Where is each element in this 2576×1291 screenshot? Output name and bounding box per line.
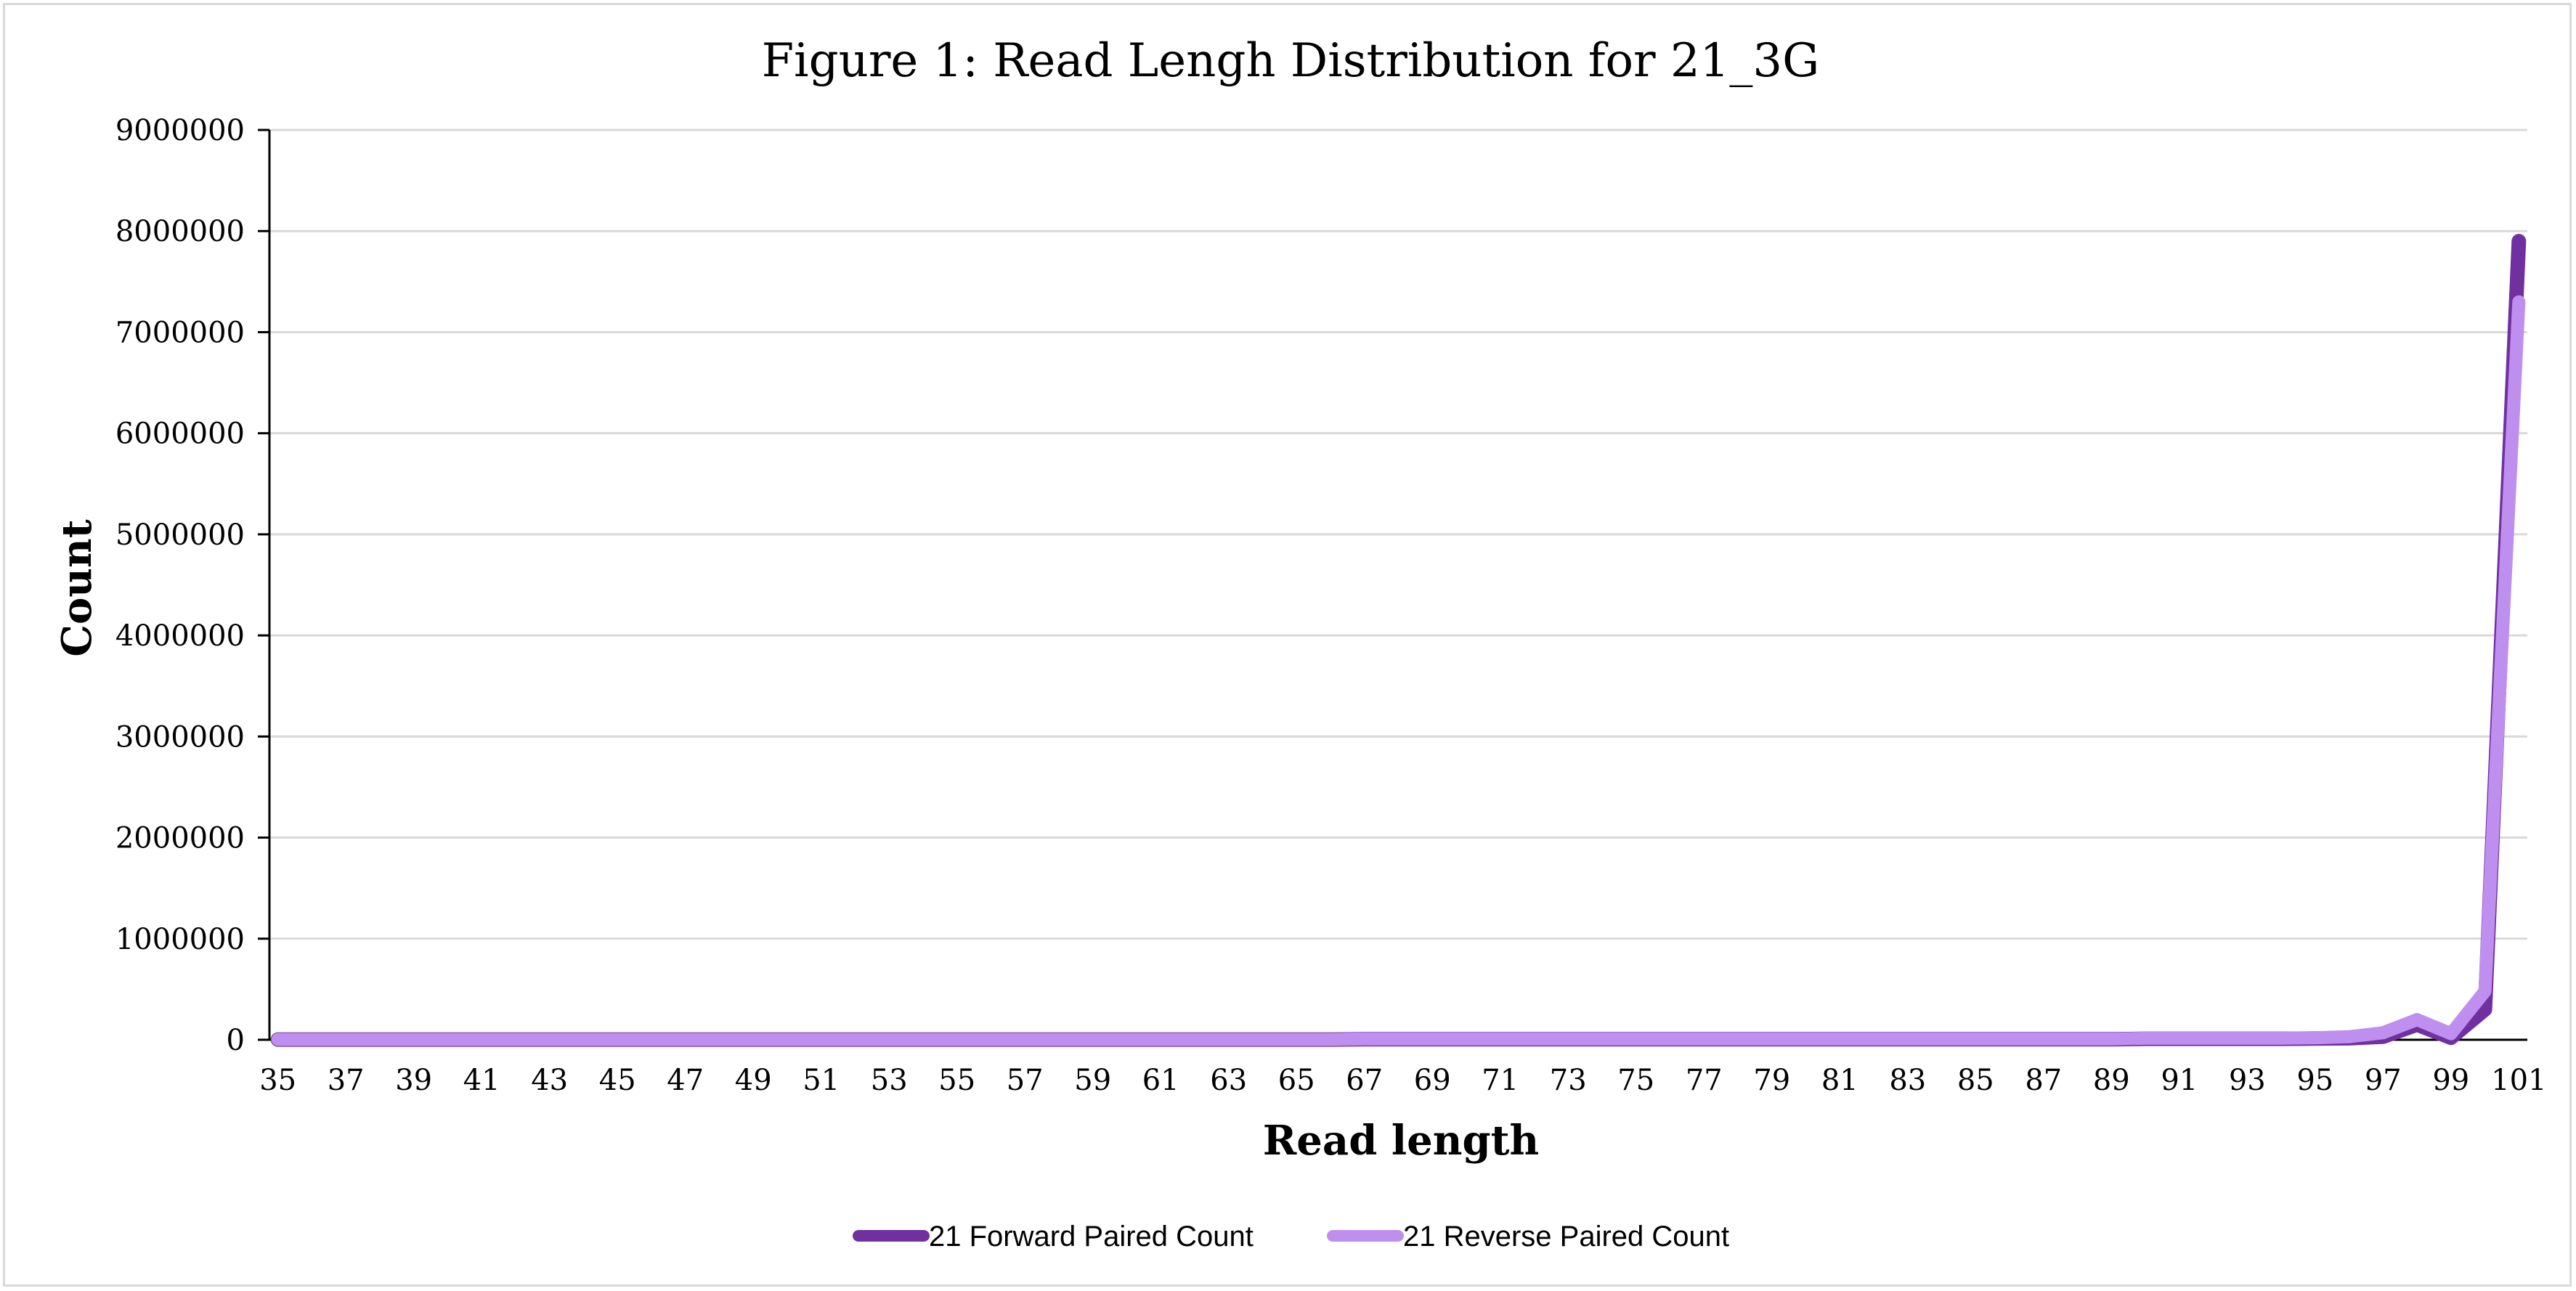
y-tick-label: 6000000 <box>115 418 245 451</box>
x-tick-label: 75 <box>1617 1064 1654 1097</box>
y-tick-label: 2000000 <box>115 822 245 855</box>
x-tick-label: 69 <box>1414 1064 1451 1097</box>
x-tick-label: 53 <box>871 1064 908 1097</box>
x-tick-label: 97 <box>2365 1064 2402 1097</box>
x-tick-label: 61 <box>1142 1064 1179 1097</box>
y-axis-title: Count <box>53 519 101 656</box>
x-tick-label: 63 <box>1210 1064 1247 1097</box>
x-tick-label: 71 <box>1482 1064 1519 1097</box>
x-tick-label: 57 <box>1007 1064 1044 1097</box>
x-tick-label: 35 <box>259 1064 296 1097</box>
x-tick-label: 59 <box>1074 1064 1111 1097</box>
x-tick-label: 89 <box>2093 1064 2130 1097</box>
x-tick-label: 95 <box>2296 1064 2333 1097</box>
y-tick-label: 5000000 <box>115 518 245 552</box>
y-tick-label: 1000000 <box>115 923 245 956</box>
x-tick-label: 51 <box>803 1064 840 1097</box>
y-tick-label: 9000000 <box>115 114 245 147</box>
x-tick-label: 65 <box>1278 1064 1315 1097</box>
series-line-reverse <box>271 295 2526 1046</box>
x-tick-label: 43 <box>531 1064 568 1097</box>
x-axis-title: Read length <box>1263 1117 1539 1165</box>
chart-title: Figure 1: Read Lengh Distribution for 21… <box>762 34 1819 88</box>
y-tick-label: 0 <box>227 1024 245 1057</box>
x-tick-label: 79 <box>1753 1064 1790 1097</box>
chart-svg: Figure 1: Read Lengh Distribution for 21… <box>53 34 2546 1253</box>
x-tick-label: 73 <box>1550 1064 1587 1097</box>
x-tick-label: 77 <box>1686 1064 1723 1097</box>
x-tick-label: 87 <box>2025 1064 2062 1097</box>
x-tick-label: 81 <box>1821 1064 1858 1097</box>
x-tick-label: 49 <box>735 1064 772 1097</box>
x-tick-label: 83 <box>1889 1064 1926 1097</box>
series-lines <box>270 234 2527 1047</box>
x-tick-label: 101 <box>2491 1064 2546 1097</box>
x-tick-label: 55 <box>938 1064 975 1097</box>
x-axis-ticks: 35 37 39 41 43 45 47 49 51 53 55 57 59 61 63 65 67 69 71 73… <box>259 1064 2546 1097</box>
chart-container: Figure 1: Read Lengh Distribution for 21… <box>3 3 2572 1287</box>
x-tick-label: 41 <box>463 1064 500 1097</box>
x-tick-label: 37 <box>328 1064 365 1097</box>
legend: 21 Forward Paired Count 21 Reverse Paire… <box>853 1221 1729 1253</box>
x-tick-label: 93 <box>2229 1064 2266 1097</box>
y-axis-ticks: 0 1000000 2000000 3000000 4000000 5000000 6000… <box>115 114 269 1057</box>
x-tick-label: 85 <box>1957 1064 1994 1097</box>
gridlines <box>269 129 2527 940</box>
x-tick-label: 91 <box>2161 1064 2198 1097</box>
x-tick-label: 99 <box>2432 1064 2469 1097</box>
x-tick-label: 67 <box>1346 1064 1383 1097</box>
legend-label-forward: 21 Forward Paired Count <box>929 1221 1254 1253</box>
y-tick-label: 7000000 <box>115 316 245 349</box>
y-tick-label: 8000000 <box>115 215 245 248</box>
x-tick-label: 45 <box>599 1064 636 1097</box>
y-tick-label: 3000000 <box>115 720 245 754</box>
series-line-forward <box>270 234 2527 1047</box>
legend-label-reverse: 21 Reverse Paired Count <box>1403 1221 1729 1253</box>
x-tick-label: 39 <box>395 1064 432 1097</box>
x-tick-label: 47 <box>667 1064 704 1097</box>
y-tick-label: 4000000 <box>115 619 245 653</box>
